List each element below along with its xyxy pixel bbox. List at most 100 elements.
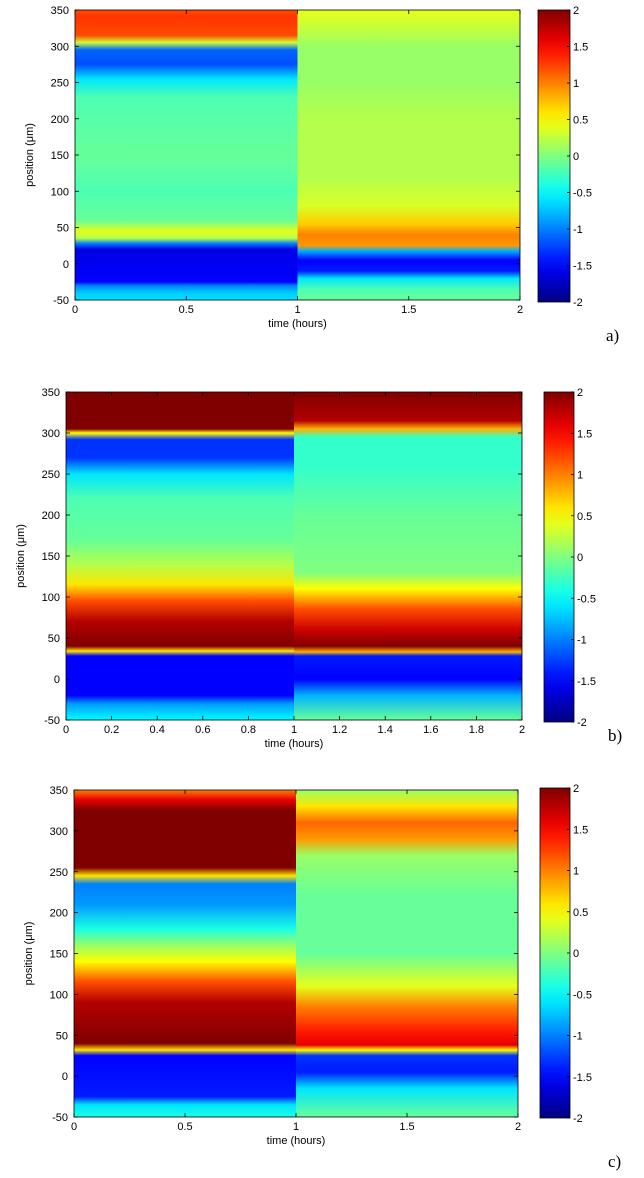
x-axis-label-c: time (hours) bbox=[267, 1135, 326, 1147]
y-tick-label: 200 bbox=[42, 510, 60, 522]
y-tick-label: 250 bbox=[50, 867, 68, 879]
colorbar-tick-label: -2 bbox=[573, 297, 583, 309]
x-axis-label-b: time (hours) bbox=[265, 738, 324, 750]
colorbar-tick-label: 1 bbox=[573, 866, 579, 878]
y-tick-label: 0 bbox=[54, 674, 60, 686]
colorbar-tick-label: -0.5 bbox=[573, 989, 592, 1001]
colorbar-tick-label: 0.5 bbox=[573, 907, 588, 919]
x-tick-label: 2 bbox=[519, 724, 525, 736]
colorbar-tick-label: -0.5 bbox=[573, 188, 592, 200]
colorbar-scale bbox=[543, 391, 575, 723]
y-tick-label: 50 bbox=[48, 633, 60, 645]
heatmap-regions-a bbox=[75, 10, 520, 300]
y-tick-label: 150 bbox=[51, 150, 69, 162]
y-tick-label: 250 bbox=[51, 78, 69, 90]
x-tick-label: 1.8 bbox=[469, 724, 484, 736]
x-tick-label: 1.5 bbox=[399, 1121, 414, 1133]
y-axis-label-b: position (μm) bbox=[15, 524, 27, 588]
x-tick-label: 1.6 bbox=[423, 724, 438, 736]
y-tick-label: 100 bbox=[50, 989, 68, 1001]
x-tick-label: 0.4 bbox=[150, 724, 165, 736]
heatmap-region-b-1 bbox=[294, 392, 522, 720]
heatmap-region-c-1 bbox=[296, 790, 518, 1117]
x-tick-label: 0.5 bbox=[179, 304, 194, 316]
y-tick-label: 350 bbox=[51, 5, 69, 17]
panel-b: 0 0.2 0.4 0.6 0.8 1 1.2 1.4 1.6 1.8 2 time (hours) -… bbox=[0, 380, 644, 780]
panel-label-b: b) bbox=[608, 726, 623, 745]
colorbar-tick-label: 2 bbox=[573, 783, 579, 795]
panel-label-c: c) bbox=[608, 1152, 622, 1171]
colorbar-tick-label: 1 bbox=[573, 78, 579, 90]
colorbar-tick-label: 2 bbox=[573, 5, 579, 17]
y-tick-label: 350 bbox=[42, 387, 60, 399]
y-axis-c: -50 0 50 100 150 200 250 300 350 bbox=[50, 785, 518, 1124]
y-tick-label: 300 bbox=[42, 428, 60, 440]
colorbar-tick-label: 0.5 bbox=[573, 115, 588, 127]
y-tick-label: -50 bbox=[53, 295, 69, 307]
x-axis-label-a: time (hours) bbox=[268, 318, 327, 330]
colorbar-tick-label: 1.5 bbox=[577, 428, 592, 440]
y-tick-label: 100 bbox=[42, 592, 60, 604]
colorbar-tick-label: 0 bbox=[573, 948, 579, 960]
colorbar-tick-label: 1.5 bbox=[573, 42, 588, 54]
x-tick-label: 0 bbox=[72, 304, 78, 316]
x-tick-label: 0 bbox=[71, 1121, 77, 1133]
y-tick-label: 50 bbox=[57, 223, 69, 235]
heatmap-region-a-0 bbox=[75, 10, 298, 300]
colorbar-tick-label: 0.5 bbox=[577, 511, 592, 523]
y-tick-label: 150 bbox=[50, 949, 68, 961]
colorbar-scale bbox=[539, 787, 571, 1119]
x-tick-label: 0.6 bbox=[195, 724, 210, 736]
colorbar-tick-label: 0 bbox=[577, 552, 583, 564]
y-tick-label: 300 bbox=[50, 826, 68, 838]
y-tick-label: -50 bbox=[44, 715, 60, 727]
colorbar-tick-label: -2 bbox=[573, 1113, 583, 1125]
y-tick-label: 250 bbox=[42, 469, 60, 481]
colorbar-tick-label: -1 bbox=[573, 1031, 583, 1043]
y-tick-label: 200 bbox=[51, 114, 69, 126]
panel-label-a: a) bbox=[606, 326, 620, 345]
x-tick-label: 0.2 bbox=[104, 724, 119, 736]
heatmap-regions-b bbox=[66, 392, 522, 720]
x-axis-a: 0 0.5 1 1.5 2 bbox=[72, 10, 523, 316]
colorbar-tick-label: -1 bbox=[573, 224, 583, 236]
colorbar-tick-label: -1.5 bbox=[577, 676, 596, 688]
y-axis-label-a: position (μm) bbox=[24, 123, 36, 187]
x-tick-label: 0.8 bbox=[241, 724, 256, 736]
y-tick-label: 0 bbox=[62, 1071, 68, 1083]
y-tick-label: 50 bbox=[56, 1030, 68, 1042]
colorbar-tick-label: 0 bbox=[573, 151, 579, 163]
colorbar-a: 2 1.5 1 0.5 0 -0.5 -1 -1.5 -2 bbox=[537, 5, 592, 309]
y-tick-label: 300 bbox=[51, 41, 69, 53]
colorbar-scale bbox=[537, 9, 571, 303]
heatmap-region-c-0 bbox=[74, 790, 296, 1117]
y-axis-label-c: position (μm) bbox=[23, 922, 35, 986]
panel-a: 0 0.5 1 1.5 2 time (hours) -50 0 50 100 150 200 250 3… bbox=[0, 0, 644, 390]
heatmap-regions-c bbox=[74, 790, 518, 1117]
x-tick-label: 2 bbox=[515, 1121, 521, 1133]
x-tick-label: 1 bbox=[293, 1121, 299, 1133]
x-tick-label: 1 bbox=[294, 304, 300, 316]
y-tick-label: 100 bbox=[51, 186, 69, 198]
x-tick-label: 1.5 bbox=[401, 304, 416, 316]
colorbar-c: 2 1.5 1 0.5 0 -0.5 -1 -1.5 -2 bbox=[539, 783, 592, 1125]
y-tick-label: 350 bbox=[50, 785, 68, 797]
colorbar-tick-label: 2 bbox=[577, 387, 583, 399]
heatmap-region-b-0 bbox=[66, 392, 294, 720]
y-axis-a: -50 0 50 100 150 200 250 300 350 bbox=[51, 5, 520, 307]
y-tick-label: 200 bbox=[50, 908, 68, 920]
x-tick-label: 0 bbox=[63, 724, 69, 736]
heatmap-region-a-1 bbox=[297, 10, 520, 300]
colorbar-tick-label: 1 bbox=[577, 470, 583, 482]
x-axis-c: 0 0.5 1 1.5 2 bbox=[71, 790, 521, 1133]
colorbar-tick-label: -1.5 bbox=[573, 261, 592, 273]
colorbar-tick-label: -1.5 bbox=[573, 1072, 592, 1084]
x-tick-label: 1 bbox=[291, 724, 297, 736]
y-tick-label: -50 bbox=[52, 1112, 68, 1124]
colorbar-b: 2 1.5 1 0.5 0 -0.5 -1 -1.5 -2 bbox=[543, 387, 596, 729]
x-tick-label: 2 bbox=[517, 304, 523, 316]
x-axis-b: 0 0.2 0.4 0.6 0.8 1 1.2 1.4 1.6 1.8 2 bbox=[63, 392, 525, 736]
y-tick-label: 150 bbox=[42, 551, 60, 563]
